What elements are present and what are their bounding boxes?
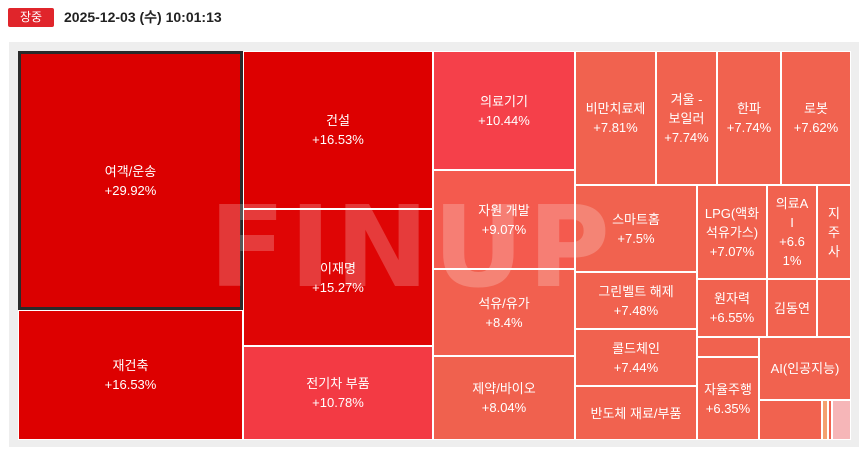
tile-name: LPG(액화석유가스) <box>704 205 760 240</box>
tile-change: +10.44% <box>478 112 530 128</box>
tile-change: +7.07% <box>709 243 755 259</box>
tile-name: 스마트홈 <box>612 211 660 227</box>
tile-small-2[interactable] <box>697 337 759 357</box>
tile-leejaemyung[interactable]: 이재명 +15.27% <box>243 209 433 346</box>
tile-holding-company[interactable]: 지주사 <box>817 185 851 279</box>
tile-winter-boiler[interactable]: 겨울 - 보일러 +7.74% <box>656 51 717 185</box>
tile-ev-parts[interactable]: 전기차 부품 +10.78% <box>243 346 433 440</box>
sector-treemap: 여객/운송 +29.92% 재건축 +16.53% 건설 +16.53% 이재명… <box>9 42 859 447</box>
tile-change: +15.27% <box>312 279 364 295</box>
tile-name: 의료기기 <box>480 93 528 109</box>
timestamp: 2025-12-03 (수) 10:01:13 <box>64 9 222 25</box>
tile-name: 전기차 부품 <box>306 376 370 391</box>
tile-name: 한파 <box>737 101 761 116</box>
tile-medical-devices[interactable]: 의료기기 +10.44% <box>433 51 575 170</box>
tile-semiconductor-materials[interactable]: 반도체 재료/부품 <box>575 386 697 440</box>
tile-name: AI(인공지능) <box>770 361 840 376</box>
tile-oil[interactable]: 석유/유가 +8.4% <box>433 269 575 356</box>
tile-name: 김동연 <box>774 300 810 316</box>
tile-name: 비만치료제 <box>585 101 646 116</box>
tile-change: +6.35% <box>705 400 751 416</box>
tile-change: +10.78% <box>312 395 364 410</box>
tile-autonomous-driving[interactable]: 자율주행 +6.35% <box>697 357 759 440</box>
tile-small-3[interactable] <box>759 400 822 440</box>
tile-small-1[interactable] <box>817 279 851 337</box>
header-bar: 장중 2025-12-03 (수) 10:01:13 <box>0 0 863 36</box>
tile-cold-wave[interactable]: 한파 +7.74% <box>717 51 781 185</box>
tile-name: 원자력 <box>714 291 750 306</box>
status-badge: 장중 <box>8 8 54 27</box>
tile-resource-dev[interactable]: 자원 개발 +9.07% <box>433 170 575 269</box>
tile-name: 석유/유가 <box>478 295 530 311</box>
tile-cold-chain[interactable]: 콜드체인 +7.44% <box>575 329 697 386</box>
tile-change: +29.92% <box>104 182 157 198</box>
tile-change: +7.74% <box>726 120 772 135</box>
tile-nuclear[interactable]: 원자력 +6.55% <box>697 279 767 337</box>
tile-change: +7.44% <box>613 359 659 375</box>
tile-name: 반도체 재료/부품 <box>590 405 682 421</box>
tile-kim-dongyeon[interactable]: 김동연 <box>767 279 817 337</box>
tile-yeogaek-unsong[interactable]: 여객/운송 +29.92% <box>18 51 243 310</box>
tile-name: 지주사 <box>828 205 840 259</box>
tile-jaegeonchuk[interactable]: 재건축 +16.53% <box>18 310 243 440</box>
tile-name: 건설 <box>326 113 350 128</box>
tile-robot[interactable]: 로봇 +7.62% <box>781 51 851 185</box>
tile-change: +6.61% <box>779 234 805 268</box>
tile-pharma-bio[interactable]: 제약/바이오 +8.04% <box>433 356 575 440</box>
tile-smart-home[interactable]: 스마트홈 +7.5% <box>575 185 697 272</box>
tile-name: 자율주행 <box>704 381 752 397</box>
tile-change: +7.74% <box>664 129 709 145</box>
tile-change: +7.5% <box>617 230 655 246</box>
tile-change: +16.53% <box>104 377 157 392</box>
tile-small-5[interactable] <box>828 400 832 440</box>
tile-name: 로봇 <box>804 101 828 116</box>
tile-name: 콜드체인 <box>612 340 660 356</box>
tile-name: 재건축 <box>112 358 149 373</box>
tile-small-4[interactable] <box>822 400 828 440</box>
tile-name: 그린벨트 해제 <box>598 283 674 299</box>
tile-change: +16.53% <box>312 132 364 147</box>
tile-change: +7.81% <box>593 120 638 135</box>
tile-name: 이재명 <box>320 260 356 276</box>
tile-change: +6.55% <box>709 310 755 325</box>
tile-obesity-drug[interactable]: 비만치료제 +7.81% <box>575 51 656 185</box>
tile-lpg[interactable]: LPG(액화석유가스) +7.07% <box>697 185 767 279</box>
tile-name: 겨울 - 보일러 <box>668 91 705 126</box>
tile-medical-ai[interactable]: 의료AI +6.61% <box>767 185 817 279</box>
tile-change: +7.48% <box>613 302 659 318</box>
tile-ai[interactable]: AI(인공지능) <box>759 337 851 400</box>
tile-change: +9.07% <box>481 221 527 237</box>
tile-name: 의료AI <box>775 196 809 230</box>
tile-greenbelt[interactable]: 그린벨트 해제 +7.48% <box>575 272 697 329</box>
tile-change: +8.4% <box>485 314 523 330</box>
tile-name: 자원 개발 <box>478 202 530 218</box>
tile-small-6[interactable] <box>832 400 851 440</box>
tile-name: 제약/바이오 <box>472 381 536 396</box>
tile-change: +7.62% <box>793 120 839 135</box>
tile-change: +8.04% <box>481 400 527 415</box>
tile-geonseol[interactable]: 건설 +16.53% <box>243 51 433 209</box>
tile-name: 여객/운송 <box>104 163 157 179</box>
